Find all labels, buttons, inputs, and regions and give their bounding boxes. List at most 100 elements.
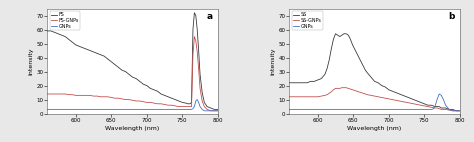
Y-axis label: Intensity: Intensity [28,47,34,75]
SS-GNPs [457,110,463,112]
Line: GNPs: GNPs [289,94,460,111]
FS-GNPs [211,110,217,112]
SS-GNPs [293,96,299,98]
GNPs [180,108,185,110]
GNPs [191,106,197,107]
GNPs [350,108,356,110]
Text: a: a [207,12,213,21]
GNPs [144,108,150,110]
X-axis label: Wavelength (nm): Wavelength (nm) [106,126,160,130]
GNPs [400,108,406,110]
SS [333,33,338,35]
Line: FS: FS [47,13,218,109]
Text: b: b [448,12,455,21]
SS [319,78,324,79]
FS-GNPs [66,94,72,96]
GNPs [116,108,121,110]
GNPs [189,108,194,110]
GNPs [443,104,448,106]
SS [454,110,459,112]
GNPs [158,108,164,110]
FS-GNPs [116,97,121,99]
GNPs [101,108,107,110]
SS-GNPs [319,95,324,97]
GNPs [407,108,413,110]
GNPs [87,108,93,110]
GNPs [437,93,442,95]
GNPs [52,108,57,110]
SS [411,99,417,100]
SS [293,82,299,84]
GNPs [438,95,444,96]
SS [457,110,463,112]
GNPs [137,108,143,110]
GNPs [123,108,128,110]
Legend: FS, FS-GNPs, GNPs: FS, FS-GNPs, GNPs [50,11,81,30]
SS-GNPs [368,95,374,96]
GNPs [343,108,349,110]
SS [368,76,374,78]
SS-GNPs [333,87,338,89]
GNPs [173,108,178,110]
FS [116,66,121,68]
Line: SS-GNPs: SS-GNPs [289,88,460,111]
GNPs [393,108,399,110]
GNPs [441,99,447,100]
GNPs [365,108,370,110]
SS [308,81,313,82]
FS [45,30,50,32]
GNPs [315,108,320,110]
Legend: SS, SS-GNPs, GNPs: SS, SS-GNPs, GNPs [292,11,323,30]
GNPs [372,108,377,110]
FS [208,107,214,109]
FS [215,108,221,110]
GNPs [308,108,313,110]
GNPs [414,108,420,110]
GNPs [450,110,456,112]
GNPs [73,108,79,110]
GNPs [109,108,114,110]
GNPs [200,108,205,110]
GNPs [194,99,200,100]
GNPs [165,108,171,110]
GNPs [215,110,221,112]
FS-GNPs [80,95,86,96]
GNPs [322,108,328,110]
Line: SS: SS [289,34,460,111]
GNPs [66,108,72,110]
GNPs [457,110,463,112]
FS-GNPs [191,36,197,37]
GNPs [336,108,342,110]
GNPs [447,108,452,110]
GNPs [208,110,214,112]
GNPs [427,108,433,110]
GNPs [45,108,50,110]
Line: FS-GNPs: FS-GNPs [47,36,218,111]
GNPs [379,108,384,110]
SS [286,82,292,84]
FS-GNPs [91,95,96,97]
GNPs [432,106,438,107]
FS [66,38,72,40]
SS-GNPs [286,96,292,98]
GNPs [201,110,207,112]
GNPs [59,108,64,110]
GNPs [434,99,440,100]
GNPs [190,108,196,109]
GNPs [94,108,100,110]
GNPs [80,108,86,110]
FS-GNPs [45,93,50,95]
X-axis label: Wavelength (nm): Wavelength (nm) [347,126,401,130]
GNPs [193,100,199,102]
GNPs [429,108,435,110]
GNPs [431,108,437,109]
SS-GNPs [450,110,456,112]
GNPs [421,108,427,110]
SS-GNPs [339,87,345,88]
FS [91,51,96,53]
FS [200,92,205,93]
GNPs [293,108,299,110]
FS [191,12,197,14]
FS [80,47,86,49]
FS-GNPs [200,100,205,102]
